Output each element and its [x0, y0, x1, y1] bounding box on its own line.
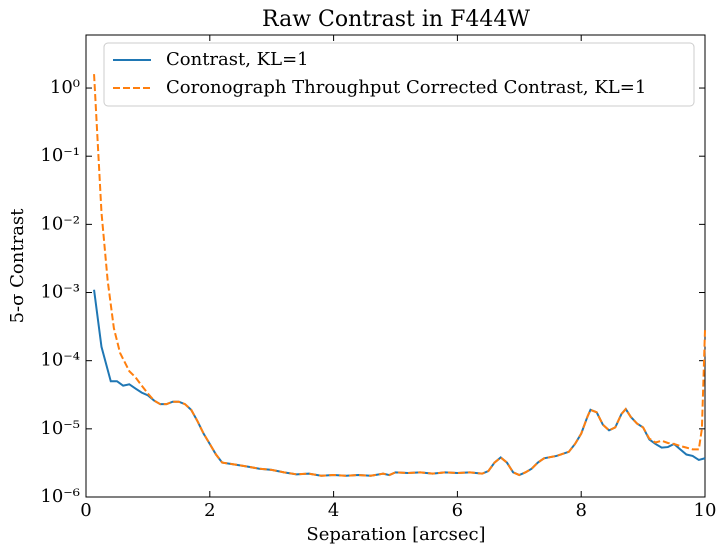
y-tick-label: 10⁻¹: [40, 145, 80, 166]
chart-title: Raw Contrast in F444W: [262, 7, 530, 32]
y-tick-label: 10⁻⁵: [40, 418, 80, 439]
data-line: [93, 74, 706, 477]
legend-label: Contrast, KL=1: [166, 49, 309, 70]
x-tick-label: 10: [694, 500, 717, 521]
x-tick-label: 6: [452, 500, 463, 521]
y-tick-label: 10⁻³: [40, 282, 80, 303]
y-axis-label: 5-σ Contrast: [7, 208, 28, 324]
y-tick-label: 10⁻²: [40, 213, 80, 234]
x-tick-label: 8: [575, 500, 586, 521]
x-tick-label: 4: [328, 500, 339, 521]
x-tick-label: 2: [204, 500, 215, 521]
x-axis-label: Separation [arcsec]: [306, 524, 485, 545]
x-tick-label: 0: [80, 500, 91, 521]
y-tick-label: 10⁰: [50, 77, 80, 98]
y-tick-label: 10⁻⁴: [40, 350, 80, 371]
legend-box: [103, 42, 695, 107]
legend-label: Coronograph Throughput Corrected Contras…: [166, 77, 646, 98]
data-line: [93, 289, 706, 477]
plot-frame: [85, 34, 706, 498]
y-tick-label: 10⁻⁶: [40, 486, 80, 507]
